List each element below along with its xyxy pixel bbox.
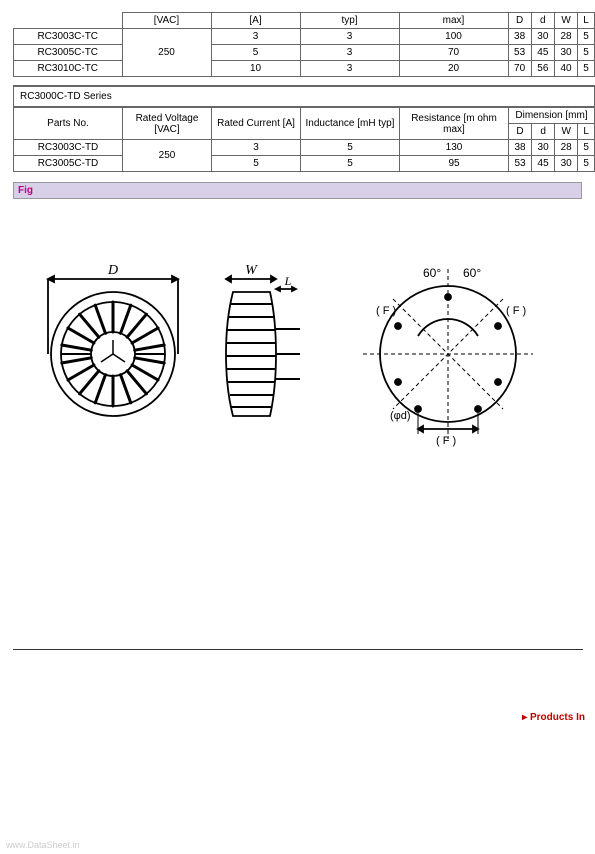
label-F-right: ( F ) [506,305,526,317]
label-F-bottom: ( F ) [436,435,456,447]
pin-layout-icon: 60° 60° ( F ) ( F ) ( F ) (φd) [338,259,558,449]
col-W: W [554,13,577,29]
divider [13,649,583,650]
label-angle-left: 60° [423,266,441,280]
col-resistance: Resistance [m ohm max] [400,108,509,140]
diagram-area: D [0,259,595,449]
col-inductance: Inductance [mH typ] [301,108,400,140]
products-link[interactable]: Products In [522,712,585,723]
col-typ: typ] [300,13,399,29]
label-phid: (φd) [390,410,411,422]
spec-table-tc: [VAC] [A] typ] max] D d W L RC3003C-TC 2… [13,12,595,77]
fig-label: Fig [13,182,582,199]
rated-voltage: 250 [122,29,211,77]
col-parts: Parts No. [14,108,123,140]
label-F-left: ( F ) [376,305,396,317]
col-a: [A] [211,13,300,29]
spec-table-td: Parts No. Rated Voltage [VAC] Rated Curr… [13,107,595,172]
table-row: RC3003C-TC 250 3 3 100 38 30 28 5 [14,29,595,45]
toroid-front-icon: D [38,259,188,429]
col-voltage: Rated Voltage [VAC] [123,108,212,140]
table-row: RC3005C-TD 5 5 95 53 45 30 5 [14,156,595,172]
col-D: D [508,13,531,29]
col-max: max] [399,13,508,29]
series-header-table: RC3000C-TD Series [13,85,595,107]
label-D: D [106,263,117,278]
col-dimension: Dimension [mm] [509,108,595,124]
table-row: RC3005C-TC 5 3 70 53 45 30 5 [14,45,595,61]
label-L: L [283,274,291,288]
label-W: W [245,263,258,278]
toroid-side-icon: W L [218,259,308,429]
table-row: RC3010C-TC 10 3 20 70 56 40 5 [14,61,595,77]
col-d: d [531,13,554,29]
table-row: RC3003C-TD 250 3 5 130 38 30 28 5 [14,140,595,156]
col-vac: [VAC] [122,13,211,29]
label-angle-right: 60° [463,266,481,280]
rated-voltage: 250 [123,140,212,172]
series-label: RC3000C-TD Series [14,86,595,107]
col-L: L [578,13,595,29]
col-current: Rated Current [A] [212,108,301,140]
